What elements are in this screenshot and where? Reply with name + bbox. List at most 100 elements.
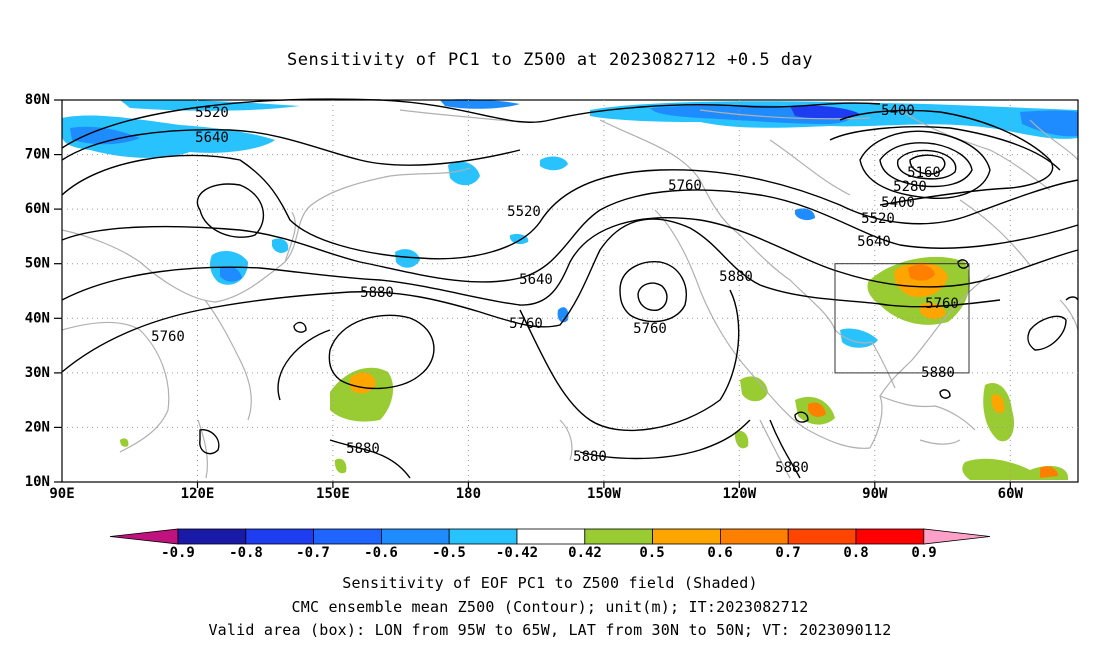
colorbar-label: -0.7 (296, 545, 330, 561)
contour-label: 5640 (519, 272, 553, 288)
sensitivity-shading (62, 99, 1078, 480)
shade-blob (510, 233, 529, 245)
colorbar-labels: -0.9 -0.8 -0.7 -0.6 -0.5 -0.42 0.42 0.5 … (161, 545, 937, 561)
contour-label: 5760 (151, 329, 185, 345)
shade-blob (734, 430, 749, 449)
lon-label: 60W (998, 486, 1024, 502)
lon-label: 90E (49, 486, 74, 502)
shade-blob (557, 307, 569, 323)
colorbar-label: 0.7 (775, 545, 800, 561)
contour-labels: 5520 5640 5400 5160 5280 5400 5520 5640 … (151, 103, 959, 476)
shade-blob (908, 264, 935, 281)
lat-label: 70N (25, 147, 50, 163)
lon-axis-ticks (196, 482, 1011, 488)
lon-label: 150E (316, 486, 350, 502)
caption-line-1: Sensitivity of EOF PC1 to Z500 field (Sh… (342, 574, 758, 592)
colorbar-label: 0.8 (843, 545, 868, 561)
contour-label: 5760 (509, 316, 543, 332)
shade-blob (790, 105, 860, 119)
colorbar-segment (787, 528, 857, 545)
shade-blob (70, 126, 140, 145)
lat-label: 40N (25, 310, 50, 326)
colorbar-label: -0.42 (496, 545, 538, 561)
shade-blob (740, 376, 768, 402)
shade-blob (220, 266, 242, 282)
colorbar-segment (245, 528, 315, 545)
shade-blob (540, 156, 568, 171)
lat-label: 50N (25, 256, 50, 272)
colorbar-segment (652, 528, 721, 545)
lon-axis-labels: 90E 120E 150E 180 150W 120W 90W 60W (49, 486, 1023, 502)
plot-frame (61, 99, 1079, 483)
colorbar-label: -0.6 (364, 545, 398, 561)
contour-label: 5640 (195, 130, 229, 146)
shade-blob (1020, 110, 1078, 137)
contour-label: 5880 (775, 460, 809, 476)
contour-label: 5880 (573, 449, 607, 465)
colorbar-label: 0.5 (639, 545, 664, 561)
colorbar-label: 0.6 (707, 545, 732, 561)
contour-label: 5520 (195, 105, 229, 121)
caption-line-2: CMC ensemble mean Z500 (Contour); unit(m… (291, 598, 809, 616)
contour-label: 5640 (857, 234, 891, 250)
shade-blob (334, 458, 347, 474)
lat-label: 60N (25, 201, 50, 217)
lat-label: 10N (25, 474, 50, 490)
valid-area-box (834, 263, 970, 374)
contour-label: 5400 (881, 195, 915, 211)
colorbar-segment (380, 528, 450, 545)
lat-label: 30N (25, 365, 50, 381)
shade-blob (395, 249, 420, 268)
colorbar-label: -0.8 (229, 545, 263, 561)
shade-blob (440, 99, 520, 109)
colorbar-segment (584, 528, 653, 545)
lon-label: 90W (862, 486, 888, 502)
gridlines (62, 100, 1078, 482)
caption-line-3: Valid area (box): LON from 95W to 65W, L… (208, 621, 892, 639)
lat-label: 80N (25, 92, 50, 108)
contour-label: 5520 (861, 211, 895, 227)
colorbar-label: -0.9 (161, 545, 195, 561)
contour-label: 5520 (507, 204, 541, 220)
contour-label: 5760 (668, 178, 702, 194)
shade-blob (808, 402, 826, 417)
contour-label: 5880 (921, 365, 955, 381)
lon-label: 150W (587, 486, 621, 502)
colorbar-segment (177, 528, 247, 545)
lon-label: 120W (722, 486, 756, 502)
lat-label: 20N (25, 419, 50, 435)
colorbar-segment (516, 528, 586, 545)
lat-axis-labels: 80N 70N 60N 50N 40N 30N 20N 10N (25, 92, 50, 490)
colorbar-low-extend (109, 528, 179, 545)
colorbar-segment (855, 528, 925, 545)
lon-label: 120E (181, 486, 215, 502)
colorbar (109, 528, 991, 545)
lat-axis-ticks (54, 99, 62, 483)
colorbar-segment (313, 528, 382, 545)
shade-blob (795, 208, 815, 221)
contour-label: 5280 (893, 179, 927, 195)
shade-blob (272, 238, 289, 253)
shade-blob (448, 161, 480, 186)
colorbar-label: 0.42 (568, 545, 602, 561)
contour-label: 5880 (719, 269, 753, 285)
page-title: Sensitivity of PC1 to Z500 at 2023082712… (286, 50, 813, 70)
contour-label: 5400 (881, 103, 915, 119)
contour-label: 5760 (633, 321, 667, 337)
contour-label: 5160 (907, 165, 941, 181)
contour-label: 5880 (360, 285, 394, 301)
colorbar-segment (720, 528, 789, 545)
lon-label: 180 (456, 486, 481, 502)
coastlines (61, 109, 1079, 479)
colorbar-label: 0.9 (911, 545, 936, 561)
contour-label: 5880 (346, 441, 380, 457)
colorbar-label: -0.5 (432, 545, 466, 561)
shade-blob (120, 438, 129, 447)
colorbar-segment (448, 528, 518, 545)
shade-blob (1040, 466, 1058, 478)
contour-label: 5760 (925, 296, 959, 312)
z500-contours (61, 98, 1079, 479)
shade-blob (991, 394, 1005, 414)
shade-blob (62, 115, 275, 158)
